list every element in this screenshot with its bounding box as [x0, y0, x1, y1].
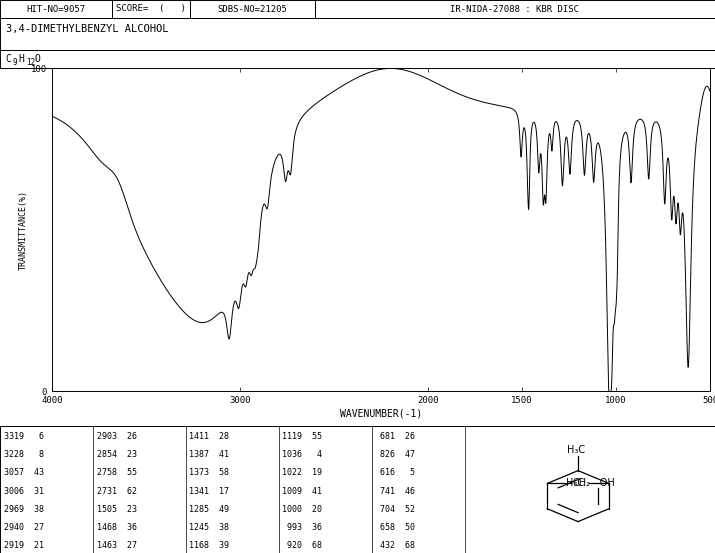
- Y-axis label: TRANSMITTANCE(%): TRANSMITTANCE(%): [19, 190, 28, 270]
- Bar: [0, 0, 112, 18]
- Text: 1000  20: 1000 20: [282, 505, 322, 514]
- Text: O: O: [34, 54, 40, 64]
- Text: 1463  27: 1463 27: [97, 541, 137, 550]
- Text: 12: 12: [26, 58, 35, 67]
- Text: CH₂—OH: CH₂—OH: [572, 478, 615, 488]
- Text: 616   5: 616 5: [375, 468, 415, 477]
- Text: H₃C: H₃C: [567, 445, 585, 455]
- Text: 1505  23: 1505 23: [97, 505, 137, 514]
- Text: 658  50: 658 50: [375, 523, 415, 532]
- Text: 920  68: 920 68: [282, 541, 322, 550]
- Text: SDBS-NO=21205: SDBS-NO=21205: [217, 4, 287, 13]
- Text: IR-NIDA-27088 : KBR DISC: IR-NIDA-27088 : KBR DISC: [450, 4, 579, 13]
- Text: H: H: [19, 54, 24, 64]
- Text: H₃C: H₃C: [566, 478, 584, 488]
- Text: 993  36: 993 36: [282, 523, 322, 532]
- Text: 1411  28: 1411 28: [189, 432, 230, 441]
- Text: 2940  27: 2940 27: [4, 523, 44, 532]
- Text: 3,4-DIMETHYLBENZYL ALCOHOL: 3,4-DIMETHYLBENZYL ALCOHOL: [6, 24, 168, 34]
- Text: 826  47: 826 47: [375, 450, 415, 459]
- Bar: [112, 0, 190, 18]
- X-axis label: WAVENUMBER(-1): WAVENUMBER(-1): [340, 408, 422, 418]
- Text: 1341  17: 1341 17: [189, 487, 230, 495]
- Text: 1022  19: 1022 19: [282, 468, 322, 477]
- Text: 2969  38: 2969 38: [4, 505, 44, 514]
- Text: 1373  58: 1373 58: [189, 468, 230, 477]
- Text: 2758  55: 2758 55: [97, 468, 137, 477]
- Text: 2854  23: 2854 23: [97, 450, 137, 459]
- Text: 1468  36: 1468 36: [97, 523, 137, 532]
- Text: 3319   6: 3319 6: [4, 432, 44, 441]
- Text: 2919  21: 2919 21: [4, 541, 44, 550]
- Text: 9: 9: [13, 58, 17, 67]
- Text: 681  26: 681 26: [375, 432, 415, 441]
- Text: 741  46: 741 46: [375, 487, 415, 495]
- Text: 2903  26: 2903 26: [97, 432, 137, 441]
- Text: 1009  41: 1009 41: [282, 487, 322, 495]
- Text: SCORE=  (   ): SCORE= ( ): [116, 4, 186, 13]
- Text: 432  68: 432 68: [375, 541, 415, 550]
- Text: 704  52: 704 52: [375, 505, 415, 514]
- Text: 1245  38: 1245 38: [189, 523, 230, 532]
- Text: 1387  41: 1387 41: [189, 450, 230, 459]
- Text: 2731  62: 2731 62: [97, 487, 137, 495]
- Text: 1119  55: 1119 55: [282, 432, 322, 441]
- Text: C: C: [6, 54, 11, 64]
- Bar: [190, 0, 315, 18]
- Bar: [315, 0, 715, 18]
- Text: 3006  31: 3006 31: [4, 487, 44, 495]
- Text: HIT-NO=9057: HIT-NO=9057: [26, 4, 86, 13]
- Text: 3057  43: 3057 43: [4, 468, 44, 477]
- Text: 1036   4: 1036 4: [282, 450, 322, 459]
- Text: 3228   8: 3228 8: [4, 450, 44, 459]
- Text: 1168  39: 1168 39: [189, 541, 230, 550]
- Text: 1285  49: 1285 49: [189, 505, 230, 514]
